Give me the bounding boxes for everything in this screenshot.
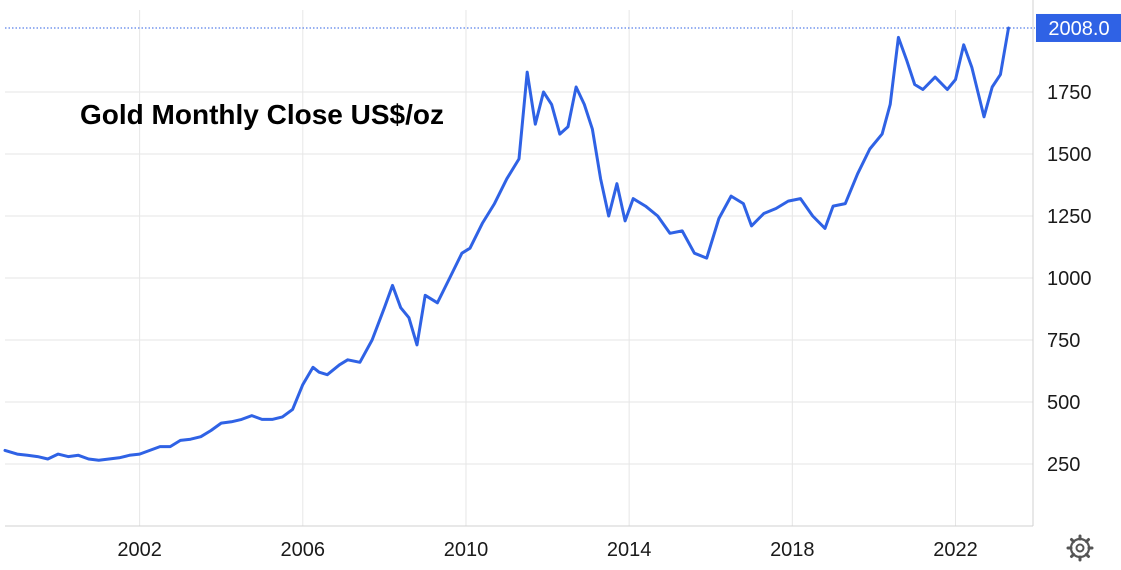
x-tick-label: 2018 [770, 539, 815, 561]
y-tick-label: 750 [1047, 330, 1080, 352]
y-tick-label: 1000 [1047, 268, 1092, 290]
label-layer: 2008.0 [5, 13, 1121, 42]
x-tick-label: 2002 [117, 539, 162, 561]
x-tick-label: 2022 [933, 539, 978, 561]
y-tick-label: 1250 [1047, 206, 1092, 228]
y-tick-label: 250 [1047, 454, 1080, 476]
last-value-label: 2008.0 [1048, 18, 1109, 40]
y-tick-label: 1500 [1047, 144, 1092, 166]
line-layer [3, 26, 1010, 462]
x-tick-label: 2010 [444, 539, 489, 561]
x-tick-label: 2006 [281, 539, 326, 561]
y-tick-label: 1750 [1047, 82, 1092, 104]
y-tick-label: 500 [1047, 392, 1080, 414]
axis-layer: 250 500 750 1000 1250 1500 1750 2002 2006 2010 201… [5, 0, 1092, 561]
grid-layer [5, 10, 1033, 526]
last-value-badge [1036, 13, 1121, 42]
gear-icon [1066, 534, 1094, 562]
chart-title: Gold Monthly Close US$/oz [80, 99, 444, 130]
settings-button[interactable] [1066, 534, 1094, 562]
x-tick-label: 2014 [607, 539, 652, 561]
price-series-line [3, 26, 1010, 462]
